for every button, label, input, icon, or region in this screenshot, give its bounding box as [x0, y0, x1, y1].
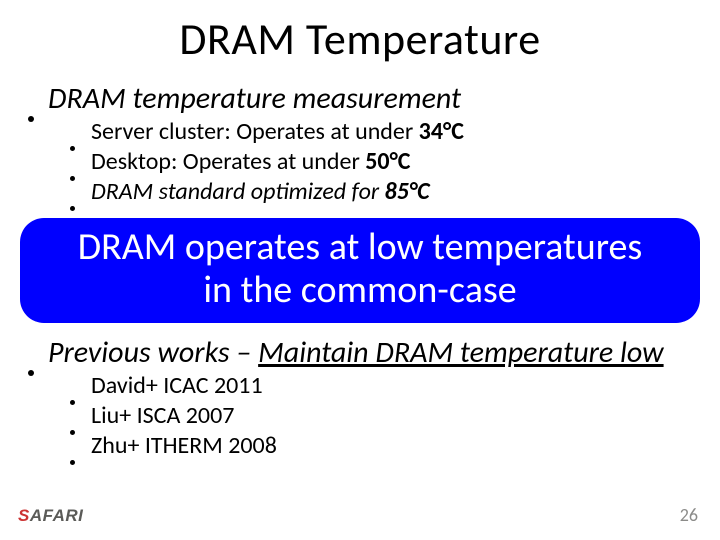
slide: DRAM Temperature DRAM temperature measur…: [0, 0, 720, 540]
section2-heading-row: Previous works – Maintain DRAM temperatu…: [28, 334, 696, 371]
item-bold: 34°C: [419, 117, 464, 146]
list-item-text: DRAM standard optimized for 85°C: [91, 177, 430, 207]
bullet-icon: [70, 146, 75, 151]
safari-logo: SAFARI: [18, 506, 83, 526]
bullet-icon: [70, 430, 75, 435]
bullet-icon: [70, 176, 75, 181]
callout-box: DRAM operates at low temperatures in the…: [20, 218, 700, 323]
list-item-text: Server cluster: Operates at under 34°C: [91, 117, 464, 147]
item-prefix: Server cluster: Operates at under: [91, 117, 419, 146]
list-item: Desktop: Operates at under 50°C: [70, 147, 696, 177]
list-item: Liu+ ISCA 2007: [70, 401, 696, 431]
item-bold: 85°C: [385, 177, 430, 206]
item-bold: 50°C: [365, 147, 410, 176]
slide-title: DRAM Temperature: [24, 12, 696, 66]
list-item-text: David+ ICAC 2011: [91, 371, 263, 401]
logo-s: S: [18, 506, 30, 525]
callout-line1: DRAM operates at low temperatures: [40, 226, 680, 269]
callout-line2: in the common-case: [40, 269, 680, 312]
page-number: 26: [680, 504, 698, 526]
list-item-text: Zhu+ ITHERM 2008: [91, 431, 277, 461]
logo-rest: AFARI: [30, 506, 84, 525]
item-prefix: DRAM standard optimized for: [91, 177, 385, 206]
section1-heading: DRAM temperature measurement: [48, 80, 461, 117]
heading-underlined: Maintain DRAM temperature low: [258, 334, 663, 371]
list-item: DRAM standard optimized for 85°C: [70, 177, 696, 207]
section2-heading: Previous works – Maintain DRAM temperatu…: [48, 334, 664, 371]
heading-prefix: Previous works –: [48, 334, 258, 371]
list-item: Server cluster: Operates at under 34°C: [70, 117, 696, 147]
bullet-icon: [70, 460, 75, 465]
section-previous-works: Previous works – Maintain DRAM temperatu…: [24, 334, 696, 461]
item-prefix: Desktop: Operates at under: [91, 147, 365, 176]
bullet-icon: [70, 400, 75, 405]
bullet-icon: [28, 370, 34, 376]
bullet-icon: [28, 116, 34, 122]
bullet-icon: [70, 206, 75, 211]
list-item-text: Liu+ ISCA 2007: [91, 401, 234, 431]
section-measurement: DRAM temperature measurement Server clus…: [24, 80, 696, 207]
list-item: Zhu+ ITHERM 2008: [70, 431, 696, 461]
list-item: David+ ICAC 2011: [70, 371, 696, 401]
list-item-text: Desktop: Operates at under 50°C: [91, 147, 410, 177]
section1-heading-row: DRAM temperature measurement: [28, 80, 696, 117]
